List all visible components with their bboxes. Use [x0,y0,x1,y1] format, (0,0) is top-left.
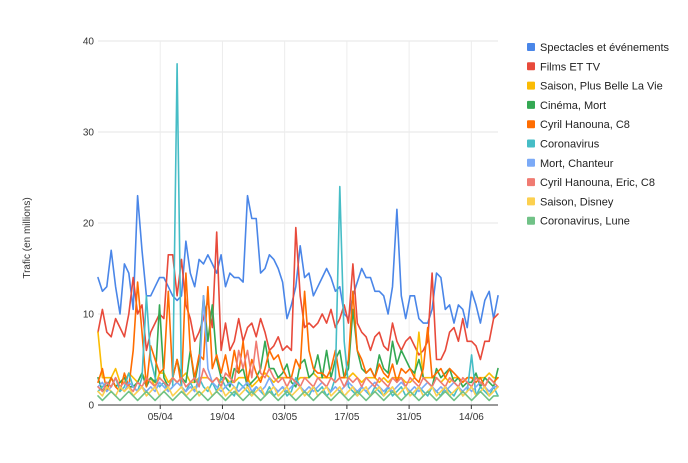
x-tick-label: 31/05 [397,412,422,423]
legend-label: Coronavirus, Lune [540,216,630,228]
legend-label: Cinéma, Mort [540,100,606,112]
legend: Spectacles et événements Films ET TV Saiso… [527,42,670,228]
legend-swatch [527,216,535,225]
legend-swatch [527,178,535,187]
series-lines [97,62,499,402]
y-tick-label: 40 [83,37,95,48]
legend-swatch [527,197,535,206]
series-line-8 [97,385,499,397]
legend-swatch [527,158,535,167]
legend-label: Saison, Disney [540,196,614,208]
gridlines [98,40,498,405]
x-tick-label: 14/06 [459,412,484,423]
legend-swatch [527,81,535,90]
x-tick-label: 05/04 [148,412,173,423]
y-tick-label: 30 [83,128,95,139]
legend-label: Mort, Chanteur [540,158,614,170]
legend-swatch [527,43,535,51]
legend-label: Cyril Hanouna, C8 [540,119,630,131]
x-tick-label: 03/05 [272,412,297,423]
y-tick-label: 0 [88,401,94,412]
legend-swatch [527,120,535,129]
legend-swatch [527,139,535,148]
y-tick-label: 20 [83,219,95,230]
series-line-7 [97,340,499,393]
legend-swatch [527,62,535,71]
axes: 0 10 20 30 40 05/04 19/04 03/05 17/05 31/05 14/06 [83,37,498,423]
series-line-1 [97,226,499,361]
x-tick-label: 19/04 [210,412,235,423]
y-axis-label: Trafic (en millions) [22,197,33,278]
series-line-5 [97,62,499,397]
legend-label: Saison, Plus Belle La Vie [540,81,663,93]
x-tick-label: 17/05 [334,412,359,423]
series-line-9 [97,390,499,402]
legend-label: Spectacles et événements [540,42,670,54]
legend-label: Cyril Hanouna, Eric, C8 [540,177,655,189]
series-line-4 [97,272,499,393]
legend-swatch [527,100,535,109]
y-tick-label: 10 [83,310,95,321]
legend-label: Coronavirus [540,139,600,151]
legend-label: Films ET TV [540,61,601,73]
